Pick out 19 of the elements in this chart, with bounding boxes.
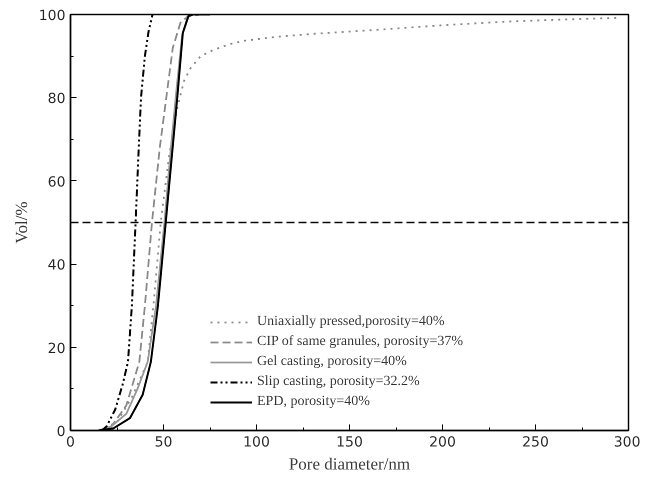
x-tick-label: 300	[614, 434, 641, 450]
x-axis-title: Pore diameter/nm	[288, 454, 410, 474]
y-tick-label: 40	[48, 258, 66, 274]
legend-label: Slip casting, porosity=32.2%	[257, 373, 420, 391]
legend-label: CIP of same granules, porosity=37%	[257, 333, 464, 351]
y-tick-label: 20	[48, 340, 66, 357]
y-tick-label: 0	[56, 424, 66, 440]
legend-label: EPD, porosity=40%	[257, 393, 370, 411]
y-axis-title: Vol/%	[12, 201, 31, 244]
legend-label: Uniaxially pressed,porosity=40%	[257, 313, 445, 331]
x-tick-label: 250	[522, 434, 549, 450]
x-tick-label: 150	[336, 434, 363, 450]
x-tick-label: 100	[243, 434, 270, 450]
y-tick-label: 100	[38, 8, 66, 24]
legend-label: Gel casting, porosity=40%	[257, 353, 407, 371]
x-tick-label: 200	[429, 434, 456, 450]
x-tick-label: 50	[154, 434, 172, 450]
y-tick-label: 80	[48, 91, 66, 108]
y-tick-label: 60	[48, 174, 66, 190]
